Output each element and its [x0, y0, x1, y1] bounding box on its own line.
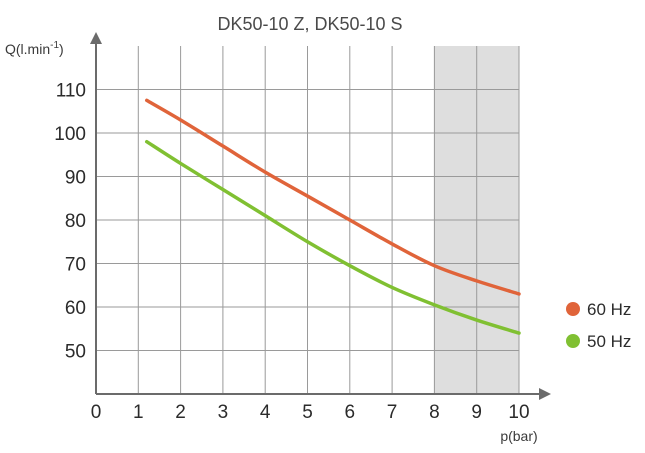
y-tick-label: 50: [65, 342, 86, 363]
legend-marker-50-hz: [566, 334, 580, 348]
y-tick-label: 60: [65, 298, 86, 319]
y-tick-label: 110: [56, 81, 86, 102]
x-tick-label: 7: [387, 402, 398, 423]
y-tick-label: 100: [54, 124, 86, 145]
x-axis-label: p(bar): [500, 428, 537, 444]
y-axis-label: Q(l.min-1): [5, 40, 64, 57]
legend: 60 Hz 50 Hz: [566, 300, 631, 351]
y-tick-label: 70: [65, 255, 86, 276]
series-line-50-hz: [145, 139, 521, 335]
y-tick-labels: 50 60 70 80 90 100 110: [54, 81, 86, 363]
x-tick-label: 2: [175, 402, 186, 423]
x-tick-label: 6: [345, 402, 356, 423]
axes: [90, 32, 551, 400]
grid: [96, 46, 520, 394]
x-tick-labels: 0 1 2 3 4 5 6 7 8 9 10: [91, 402, 530, 423]
x-tick-label: 8: [429, 402, 440, 423]
legend-label-50-hz: 50 Hz: [587, 332, 631, 351]
x-tick-label: 5: [302, 402, 313, 423]
y-axis-arrow: [90, 32, 102, 44]
series-line-60-hz: [145, 98, 521, 296]
x-tick-label: 1: [133, 402, 144, 423]
y-tick-label: 80: [65, 211, 86, 232]
x-tick-label: 3: [218, 402, 229, 423]
chart-title: DK50-10 Z, DK50-10 S: [217, 14, 402, 34]
x-tick-label: 4: [260, 402, 271, 423]
x-tick-label: 0: [91, 402, 102, 423]
y-tick-label: 90: [65, 168, 86, 189]
series-group: [145, 98, 521, 335]
legend-label-60-hz: 60 Hz: [587, 300, 631, 319]
legend-marker-60-hz: [566, 302, 580, 316]
x-tick-label: 9: [471, 402, 482, 423]
x-tick-label: 10: [508, 402, 529, 423]
x-axis-arrow: [539, 388, 551, 400]
